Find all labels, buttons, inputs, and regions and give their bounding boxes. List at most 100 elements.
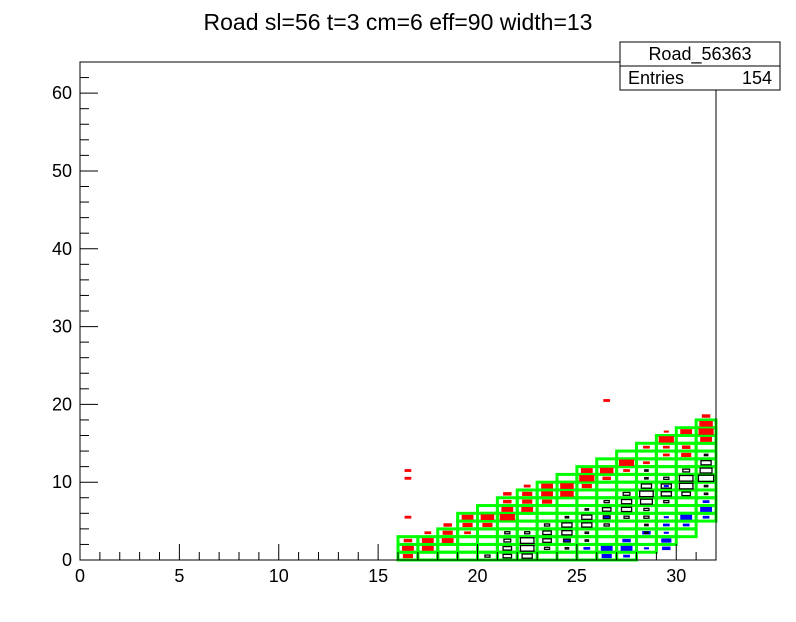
red-bin	[680, 429, 693, 435]
black-bin	[644, 469, 649, 472]
black-bin	[678, 482, 694, 490]
blue-bin	[661, 538, 672, 543]
red-bin	[424, 531, 432, 535]
y-tick-label: 60	[52, 83, 72, 103]
black-bin	[502, 545, 513, 551]
black-bin	[682, 468, 691, 473]
stats-entries-label: Entries	[628, 68, 684, 88]
black-bin	[644, 476, 649, 480]
red-bin	[681, 445, 691, 449]
black-bin	[644, 523, 649, 527]
black-bin	[519, 544, 535, 552]
red-bin	[441, 538, 454, 543]
red-bin	[618, 459, 635, 466]
black-bin	[542, 538, 552, 543]
red-bin	[658, 436, 674, 443]
red-bin	[681, 452, 692, 458]
red-bin	[421, 545, 434, 551]
stats-entries-value: 154	[742, 68, 772, 88]
red-bin	[662, 453, 670, 457]
black-bin	[519, 537, 535, 544]
black-bin	[603, 499, 610, 504]
black-bin	[660, 491, 673, 497]
blue-bin	[663, 531, 669, 534]
blue-bin	[623, 554, 630, 558]
black-bin	[640, 483, 653, 489]
black-bin	[681, 491, 692, 497]
x-tick-label: 20	[467, 566, 487, 586]
black-bin	[584, 539, 590, 542]
red-bin	[602, 476, 611, 481]
x-tick-label: 0	[75, 566, 85, 586]
road-bin	[555, 472, 579, 484]
blue-bin	[622, 538, 631, 543]
red-bin	[523, 484, 531, 488]
red-bin	[560, 491, 574, 497]
black-bin	[639, 490, 654, 498]
plot-frame	[79, 61, 717, 561]
red-bin	[499, 514, 515, 521]
black-bin	[703, 453, 709, 457]
black-bin	[644, 531, 649, 535]
stats-name: Road_56363	[648, 44, 751, 65]
black-bin	[663, 499, 670, 504]
black-bin	[639, 498, 654, 505]
black-bin	[564, 515, 570, 519]
blue-bin	[663, 485, 669, 488]
blue-bin	[600, 545, 613, 551]
black-bin	[603, 523, 610, 527]
blue-bin	[702, 500, 710, 504]
black-bin	[502, 553, 513, 559]
black-bin	[581, 514, 593, 520]
black-bin	[643, 515, 650, 519]
black-bin	[703, 492, 709, 496]
red-bin	[421, 538, 434, 543]
black-bin	[623, 515, 630, 519]
black-bin	[564, 546, 570, 550]
black-bin	[697, 474, 715, 483]
red-bin	[700, 436, 712, 442]
black-bin	[699, 467, 713, 474]
blue-bin	[603, 515, 611, 519]
red-bin	[501, 506, 514, 512]
blue-bin	[620, 545, 633, 551]
red-bin	[442, 530, 453, 535]
black-bin	[700, 459, 712, 466]
blue-bin	[643, 547, 649, 550]
y-tick-label: 10	[52, 472, 72, 492]
blue-bin	[700, 506, 712, 512]
red-bin	[541, 491, 553, 497]
red-bin	[443, 523, 452, 527]
black-bin	[561, 530, 573, 536]
y-tick-label: 50	[52, 161, 72, 181]
red-bin	[560, 483, 574, 489]
stats-box: Road_56363 Entries 154	[619, 41, 781, 91]
black-bin	[620, 506, 633, 513]
black-bin	[663, 476, 670, 480]
blue-bin	[662, 546, 671, 551]
blue-bin	[662, 523, 670, 527]
black-bin	[581, 522, 593, 528]
red-bin	[522, 499, 533, 504]
x-tick-label: 30	[666, 566, 686, 586]
red-bin	[662, 445, 670, 449]
black-bin	[678, 474, 694, 482]
black-bin	[562, 538, 571, 543]
black-bin	[584, 531, 590, 535]
black-bin	[703, 484, 709, 488]
red-bin	[461, 514, 474, 520]
red-bin	[402, 554, 414, 559]
blue-bin	[663, 516, 669, 519]
blue-bin	[583, 546, 591, 550]
blue-bin	[702, 515, 710, 519]
y-tick-label: 40	[52, 239, 72, 259]
red-bin	[404, 476, 412, 480]
red-bin	[599, 467, 614, 474]
black-bin	[622, 491, 631, 496]
black-bin	[660, 483, 673, 489]
blue-bin	[563, 539, 571, 542]
chart-title: Road sl=56 t=3 cm=6 eff=90 width=13	[204, 9, 593, 35]
red-bin	[404, 469, 412, 472]
black-bin	[484, 554, 491, 558]
